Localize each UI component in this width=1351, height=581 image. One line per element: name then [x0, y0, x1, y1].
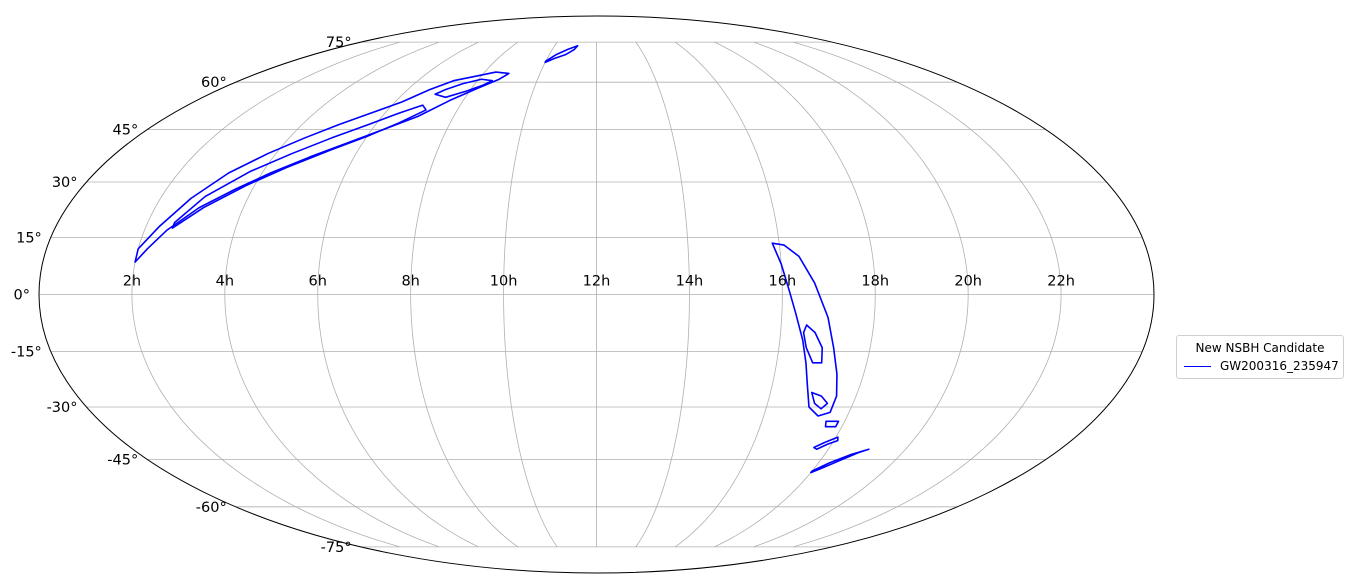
tick-labels: 2h 4h 6h 8h 10h 12h 14h 16h 18h 20h 22h 75° 60° 45° 30… — [11, 35, 1075, 556]
x-tick-label-4h: 4h — [216, 274, 234, 290]
y-tick-label-45: 45° — [113, 123, 139, 139]
contour-outer-north — [134, 71, 510, 263]
y-tick-label--45: -45° — [107, 452, 138, 468]
y-tick-label-60: 60° — [201, 75, 227, 91]
y-tick-label-30: 30° — [52, 175, 78, 191]
contour-south-blob-a — [824, 420, 840, 428]
x-tick-label-8h: 8h — [401, 274, 419, 290]
contour-inner-south-b — [810, 391, 829, 410]
legend-entry-label: GW200316_235947 — [1220, 359, 1339, 373]
legend: New NSBH Candidate GW200316_235947 — [1176, 335, 1344, 379]
contour-south-blob-c — [810, 448, 870, 474]
grid-lines — [38, 15, 1155, 574]
x-tick-label-18h: 18h — [861, 274, 889, 290]
contour-outer-south — [771, 242, 838, 417]
y-tick-label--15: -15° — [11, 345, 42, 361]
x-tick-label-22h: 22h — [1047, 274, 1075, 290]
legend-line-swatch — [1184, 366, 1211, 367]
legend-title: New NSBH Candidate — [1195, 341, 1325, 355]
y-tick-label--75: -75° — [321, 540, 352, 556]
y-tick-label--60: -60° — [196, 500, 227, 516]
x-tick-label-6h: 6h — [309, 274, 327, 290]
contour-inner-north-a — [171, 104, 427, 229]
y-tick-label-0: 0° — [14, 288, 30, 304]
contour-layer — [134, 44, 870, 474]
y-tick-label-15: 15° — [16, 230, 42, 246]
contour-south-blob-b — [813, 436, 839, 451]
x-tick-label-14h: 14h — [676, 274, 704, 290]
y-tick-label-75: 75° — [326, 35, 352, 51]
x-tick-label-12h: 12h — [583, 274, 611, 290]
contour-inner-north-b — [434, 78, 494, 99]
x-tick-label-20h: 20h — [954, 274, 982, 290]
contour-north-blob — [544, 44, 579, 64]
sky-boundary — [38, 15, 1155, 574]
x-tick-label-10h: 10h — [490, 274, 518, 290]
x-tick-label-16h: 16h — [769, 274, 797, 290]
x-tick-label-2h: 2h — [123, 274, 141, 290]
contour-inner-south-a — [802, 324, 824, 364]
y-tick-label--30: -30° — [47, 400, 78, 416]
